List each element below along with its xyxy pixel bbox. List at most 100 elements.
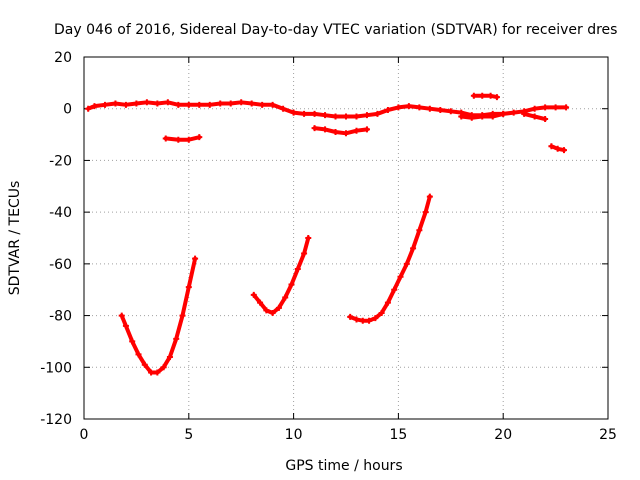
data-point	[154, 369, 161, 376]
data-point	[447, 108, 454, 115]
data-point	[196, 134, 203, 141]
data-point	[118, 312, 125, 319]
data-point	[422, 209, 429, 216]
x-tick-label: 25	[599, 427, 617, 443]
grid-lines	[84, 57, 608, 419]
data-point	[489, 113, 496, 120]
data-point	[487, 92, 494, 99]
data-point	[384, 107, 391, 114]
data-point	[405, 103, 412, 110]
data-point	[322, 112, 329, 119]
data-point	[384, 299, 391, 306]
x-tick-label: 15	[389, 427, 407, 443]
data-point	[403, 260, 410, 267]
y-tick-label: -20	[49, 153, 72, 169]
data-point	[141, 361, 148, 368]
data-point	[563, 104, 570, 111]
data-point	[269, 309, 276, 316]
data-point	[416, 227, 423, 234]
data-point	[179, 312, 186, 319]
data-point	[347, 313, 354, 320]
plot-frame	[83, 56, 609, 420]
data-point	[148, 369, 155, 376]
data-point	[160, 364, 167, 371]
y-tick-labels: -120 -100 -80 -60 -40 -20 0 20	[40, 50, 72, 428]
series-segment-4h	[163, 135, 202, 142]
data-point	[122, 101, 129, 108]
x-tick-label: 0	[80, 427, 89, 443]
data-point	[250, 291, 257, 298]
data-point	[301, 250, 308, 257]
data-point	[479, 92, 486, 99]
series-dip-9h	[251, 236, 311, 315]
data-point	[332, 113, 339, 120]
data-point	[282, 294, 289, 301]
chart-title: Day 046 of 2016, Sidereal Day-to-day VTE…	[54, 22, 617, 38]
data-point	[426, 105, 433, 112]
data-point	[372, 315, 379, 322]
data-point	[101, 101, 108, 108]
data-point	[493, 94, 500, 101]
data-point	[196, 101, 203, 108]
data-point	[554, 145, 561, 152]
data-point	[206, 101, 213, 108]
data-point	[238, 99, 245, 106]
data-point	[259, 101, 266, 108]
x-tick-label: 10	[285, 427, 303, 443]
data-point	[311, 110, 318, 117]
x-axis-label: GPS time / hours	[285, 458, 402, 474]
data-point	[366, 317, 373, 324]
data-point	[164, 99, 171, 106]
data-point	[112, 100, 119, 107]
data-point	[531, 105, 538, 112]
data-point	[173, 335, 180, 342]
data-point	[470, 92, 477, 99]
y-tick-label: -100	[40, 360, 72, 376]
data-point	[301, 110, 308, 117]
y-tick-label: 20	[54, 50, 72, 66]
data-point	[548, 143, 555, 150]
y-axis-label: SDTVAR / TECUs	[7, 181, 23, 296]
data-point	[294, 266, 301, 273]
y-tick-label: -60	[49, 257, 72, 273]
data-point	[263, 307, 270, 314]
data-point	[458, 113, 465, 120]
data-point	[353, 316, 360, 323]
data-point	[343, 130, 349, 137]
data-point	[162, 135, 169, 142]
data-point	[397, 273, 404, 280]
data-point	[192, 255, 199, 262]
data-point	[154, 100, 161, 107]
data-point	[363, 112, 370, 119]
data-point	[175, 101, 182, 108]
data-point	[122, 322, 129, 329]
data-point	[185, 101, 192, 108]
data-point	[275, 304, 282, 311]
data-point	[185, 284, 192, 291]
x-tick-labels: 0 5 10 15 20 25	[80, 427, 617, 443]
data-point	[391, 286, 398, 293]
data-point	[426, 193, 433, 200]
data-point	[531, 113, 538, 120]
data-point	[288, 281, 295, 288]
x-tick-label: 20	[494, 427, 512, 443]
data-point	[322, 126, 329, 133]
data-point	[552, 104, 559, 111]
data-point	[175, 136, 182, 143]
data-point	[363, 126, 370, 133]
data-point	[374, 110, 381, 117]
x-tick-label: 5	[184, 427, 193, 443]
data-point	[560, 147, 567, 154]
data-point	[135, 351, 142, 358]
data-point	[166, 353, 173, 360]
data-point	[305, 235, 312, 241]
data-point	[468, 114, 475, 121]
y-tick-label: -120	[40, 412, 72, 428]
data-point	[395, 104, 402, 111]
data-point	[542, 104, 549, 111]
data-point	[353, 127, 360, 134]
data-point	[500, 110, 507, 117]
data-point	[311, 125, 318, 132]
data-point	[542, 116, 549, 123]
